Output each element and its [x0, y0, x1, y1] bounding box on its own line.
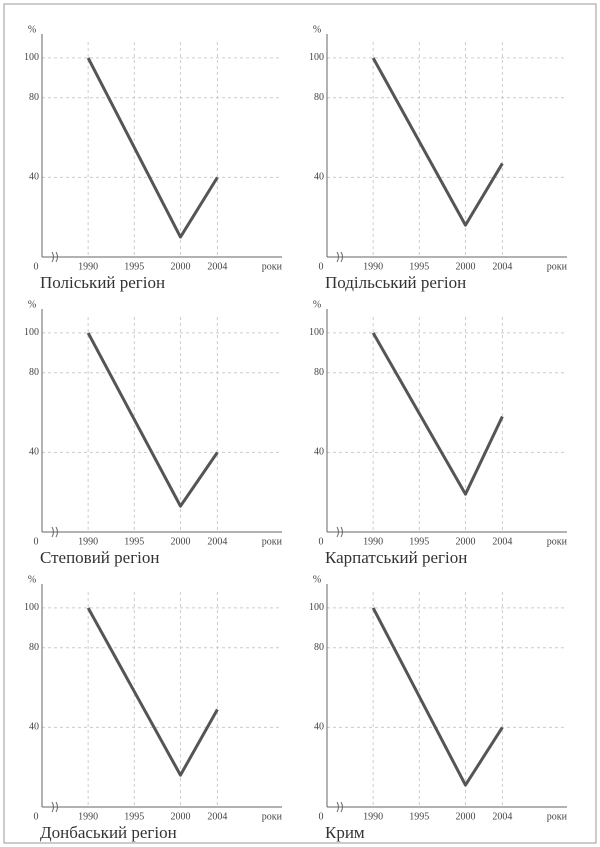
- y-tick-label: 80: [314, 367, 324, 378]
- x-tick-label: 2000: [170, 811, 190, 822]
- y-tick-label: 100: [24, 52, 39, 63]
- x-axis-label: роки: [547, 536, 568, 547]
- x-tick-label: 2004: [207, 536, 227, 547]
- origin-label: 0: [319, 811, 324, 822]
- y-axis-label: %: [28, 24, 36, 35]
- data-line: [86, 57, 219, 239]
- x-tick-label: 2000: [455, 811, 475, 822]
- frame: [3, 3, 597, 844]
- y-tick-label: 40: [314, 447, 324, 458]
- axis-break: [51, 801, 58, 813]
- chart-title: Крим: [325, 823, 365, 842]
- chart-title: Донбаський регіон: [40, 823, 177, 842]
- x-axis-label: роки: [547, 811, 568, 822]
- chart-title: Подільський регіон: [325, 273, 466, 292]
- x-tick-label: 2004: [492, 261, 512, 272]
- x-tick-label: 1990: [78, 536, 98, 547]
- x-tick-label: 1990: [363, 261, 383, 272]
- y-tick-label: 40: [314, 172, 324, 183]
- y-tick-label: 40: [29, 447, 39, 458]
- y-tick-label: 100: [309, 602, 324, 613]
- x-tick-label: 2000: [170, 536, 190, 547]
- origin-label: 0: [319, 536, 324, 547]
- origin-label: 0: [319, 261, 324, 272]
- origin-label: 0: [34, 811, 39, 822]
- y-tick-label: 80: [29, 642, 39, 653]
- data-line: [86, 332, 219, 508]
- x-tick-label: 2004: [207, 261, 227, 272]
- y-axis-label: %: [28, 299, 36, 310]
- y-axis-label: %: [313, 574, 321, 585]
- x-tick-label: 2004: [492, 811, 512, 822]
- y-tick-label: 80: [314, 642, 324, 653]
- axis-break: [336, 801, 343, 813]
- axis-break: [51, 251, 58, 263]
- y-tick-label: 100: [24, 327, 39, 338]
- y-tick-label: 100: [24, 602, 39, 613]
- x-axis-label: роки: [547, 261, 568, 272]
- x-tick-label: 2004: [492, 536, 512, 547]
- origin-label: 0: [34, 536, 39, 547]
- axis-break: [336, 526, 343, 538]
- chart-title: Поліський регіон: [40, 273, 165, 292]
- chart-title: Степовий регіон: [40, 548, 160, 567]
- y-tick-label: 40: [29, 172, 39, 183]
- chart-title: Карпатський регіон: [325, 548, 467, 567]
- x-tick-label: 1995: [409, 261, 429, 272]
- x-axis-label: роки: [262, 261, 283, 272]
- x-tick-label: 1995: [124, 811, 144, 822]
- x-tick-label: 1995: [409, 811, 429, 822]
- y-tick-label: 100: [309, 327, 324, 338]
- data-line: [371, 332, 504, 496]
- x-tick-label: 2004: [207, 811, 227, 822]
- y-tick-label: 100: [309, 52, 324, 63]
- x-tick-label: 1995: [124, 536, 144, 547]
- y-tick-label: 80: [29, 92, 39, 103]
- x-tick-label: 1990: [78, 261, 98, 272]
- x-tick-label: 1995: [409, 536, 429, 547]
- y-axis-label: %: [313, 299, 321, 310]
- x-axis-label: роки: [262, 811, 283, 822]
- y-tick-label: 80: [314, 92, 324, 103]
- axis-break: [51, 526, 58, 538]
- data-line: [371, 607, 504, 787]
- origin-label: 0: [34, 261, 39, 272]
- axis-break: [336, 251, 343, 263]
- y-tick-label: 80: [29, 367, 39, 378]
- x-tick-label: 1990: [363, 536, 383, 547]
- data-line: [371, 57, 504, 227]
- x-tick-label: 1990: [363, 811, 383, 822]
- y-tick-label: 40: [29, 722, 39, 733]
- x-axis-label: роки: [262, 536, 283, 547]
- y-tick-label: 40: [314, 722, 324, 733]
- x-tick-label: 1995: [124, 261, 144, 272]
- x-tick-label: 2000: [455, 261, 475, 272]
- x-tick-label: 2000: [170, 261, 190, 272]
- y-axis-label: %: [313, 24, 321, 35]
- y-axis-label: %: [28, 574, 36, 585]
- x-tick-label: 1990: [78, 811, 98, 822]
- x-tick-label: 2000: [455, 536, 475, 547]
- data-line: [86, 607, 219, 777]
